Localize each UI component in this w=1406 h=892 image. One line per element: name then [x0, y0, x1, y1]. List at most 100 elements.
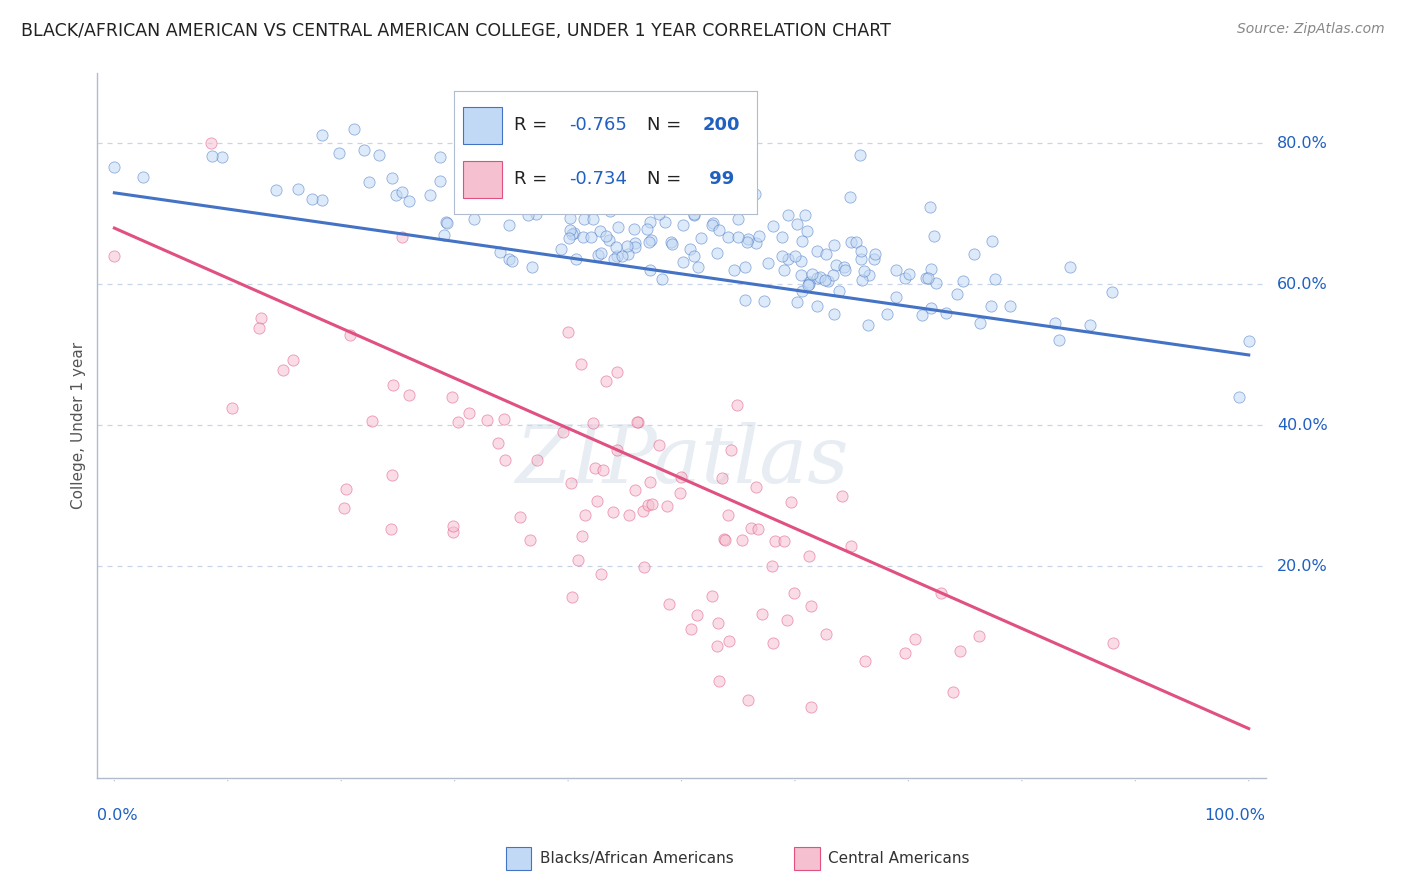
Point [591, 246, 613, 260]
Point [434, 215, 457, 229]
Point [789, 268, 811, 282]
Point [904, 632, 927, 647]
Point [1227, 390, 1250, 404]
Point [606, 443, 628, 458]
Point [716, 191, 738, 205]
Point [876, 307, 898, 321]
Point [832, 260, 855, 275]
Point [686, 608, 709, 623]
Point [669, 469, 692, 483]
Point [565, 252, 588, 266]
Point [773, 533, 796, 548]
Point [488, 245, 510, 260]
Point [797, 275, 820, 289]
Point [527, 187, 550, 202]
Y-axis label: College, Under 1 year: College, Under 1 year [72, 342, 86, 509]
Point [623, 235, 645, 250]
Text: 60.0%: 60.0% [1277, 277, 1327, 292]
Point [776, 613, 799, 627]
Point [725, 201, 748, 215]
Point [786, 295, 808, 310]
Point [700, 218, 723, 232]
Point [561, 590, 583, 604]
Point [550, 243, 572, 257]
Point [824, 258, 846, 272]
Point [638, 263, 661, 277]
Point [702, 216, 724, 230]
Point [589, 224, 612, 238]
Text: 0.0%: 0.0% [97, 808, 138, 823]
Point [851, 244, 873, 259]
Point [800, 267, 823, 281]
Point [688, 260, 710, 274]
Point [221, 401, 243, 416]
Point [595, 229, 617, 244]
Point [821, 268, 844, 283]
Point [637, 235, 659, 249]
Point [828, 285, 851, 299]
Text: 40.0%: 40.0% [1277, 418, 1327, 433]
Point [747, 522, 769, 536]
Point [640, 215, 662, 229]
Point [641, 195, 664, 210]
Point [247, 321, 270, 335]
Point [486, 436, 509, 450]
Point [441, 390, 464, 404]
Point [734, 260, 756, 274]
Point [494, 452, 516, 467]
Point [616, 239, 638, 253]
Point [624, 483, 647, 497]
Point [586, 247, 609, 261]
Point [558, 211, 581, 226]
Point [526, 453, 548, 467]
Point [519, 533, 541, 547]
Point [797, 278, 820, 293]
Point [581, 229, 603, 244]
Point [592, 463, 614, 477]
Point [567, 553, 589, 567]
Point [606, 365, 628, 379]
Point [606, 249, 628, 263]
Point [441, 525, 464, 540]
Point [969, 317, 991, 331]
Point [786, 217, 808, 231]
Point [894, 646, 917, 660]
Point [737, 232, 759, 246]
Point [725, 398, 748, 412]
Point [748, 229, 770, 244]
Point [523, 191, 546, 205]
Point [657, 499, 679, 513]
Point [540, 179, 562, 194]
Point [512, 169, 534, 184]
Point [690, 231, 713, 245]
Point [606, 219, 628, 234]
Point [707, 674, 730, 689]
Point [762, 219, 785, 233]
Point [332, 501, 354, 516]
Point [398, 388, 420, 402]
Point [335, 482, 357, 496]
Point [682, 208, 704, 222]
Point [815, 247, 838, 261]
Point [1047, 334, 1070, 348]
Point [672, 218, 695, 232]
Point [707, 223, 730, 237]
Point [679, 242, 702, 256]
Point [929, 586, 952, 600]
Point [797, 277, 820, 292]
Text: Central Americans: Central Americans [828, 851, 970, 865]
Point [721, 194, 744, 209]
Point [823, 307, 845, 321]
Point [779, 494, 801, 508]
Point [998, 299, 1021, 313]
Point [682, 206, 704, 220]
Point [564, 227, 586, 241]
Point [441, 519, 464, 533]
Point [636, 222, 658, 236]
Point [429, 150, 451, 164]
Point [264, 183, 287, 197]
Point [661, 237, 683, 252]
Point [560, 223, 582, 237]
Point [569, 357, 592, 371]
Point [946, 286, 969, 301]
